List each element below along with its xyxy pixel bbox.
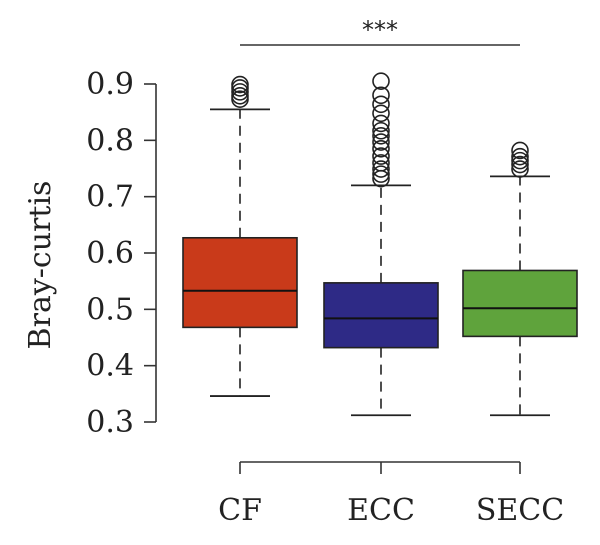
outlier-point bbox=[372, 121, 390, 140]
outlier-point bbox=[511, 141, 529, 160]
box-ecc bbox=[323, 72, 439, 417]
outlier-point bbox=[372, 133, 390, 151]
y-axis: 0.3 0.4 0.5 0.6 0.7 0.8 0.9 bbox=[86, 67, 157, 440]
significance-annotation: *** bbox=[240, 16, 520, 46]
outlier-point bbox=[511, 151, 529, 170]
outlier-point bbox=[372, 72, 390, 90]
outlier-point bbox=[372, 147, 390, 165]
outlier-point bbox=[372, 165, 390, 183]
outlier-point bbox=[372, 139, 390, 158]
box-secc bbox=[462, 141, 578, 417]
boxes bbox=[182, 72, 578, 417]
outlier-point bbox=[231, 87, 249, 105]
y-tick-label: 0.4 bbox=[86, 349, 134, 384]
outlier-point bbox=[372, 127, 390, 145]
x-axis: CF ECC SECC bbox=[218, 461, 564, 528]
outlier-point bbox=[372, 154, 390, 172]
outlier-point bbox=[372, 114, 390, 133]
y-tick-label: 0.3 bbox=[86, 405, 134, 440]
y-tick-label: 0.8 bbox=[86, 123, 134, 158]
outlier-point bbox=[511, 147, 529, 166]
outlier-point bbox=[231, 83, 249, 101]
outlier-point bbox=[372, 160, 390, 178]
outlier-point bbox=[372, 104, 390, 123]
x-tick-label: SECC bbox=[476, 493, 564, 528]
x-tick-label: CF bbox=[218, 493, 262, 528]
x-tick-label: ECC bbox=[347, 493, 415, 528]
outlier-point bbox=[372, 86, 390, 105]
y-tick-label: 0.9 bbox=[86, 67, 134, 102]
iqr-box bbox=[323, 282, 439, 349]
y-tick-label: 0.6 bbox=[86, 236, 134, 271]
iqr-box bbox=[182, 236, 298, 329]
outlier-point bbox=[511, 155, 529, 174]
iqr-box bbox=[462, 269, 578, 338]
outlier-point bbox=[372, 169, 390, 188]
box-cf bbox=[182, 75, 298, 397]
y-tick-label: 0.5 bbox=[86, 292, 134, 327]
outlier-point bbox=[372, 95, 390, 114]
significance-label: *** bbox=[362, 16, 398, 44]
y-axis-label: Bray-curtis bbox=[23, 181, 58, 350]
y-tick-label: 0.7 bbox=[86, 180, 134, 215]
outlier-point bbox=[231, 75, 249, 94]
outlier-point bbox=[511, 160, 529, 178]
